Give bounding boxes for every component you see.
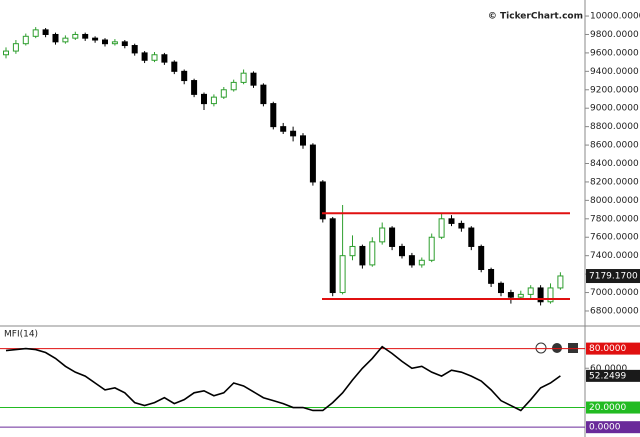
y-tick-label: 7000.0000 bbox=[590, 288, 639, 298]
indicator-title: MFI(14) bbox=[4, 330, 38, 340]
candle-body bbox=[201, 93, 207, 105]
level-label: 0.0000 bbox=[589, 423, 621, 433]
candle-body bbox=[131, 45, 138, 54]
candle-body bbox=[290, 130, 297, 137]
candle-body bbox=[319, 181, 326, 220]
candle-body bbox=[171, 61, 178, 72]
candle-body bbox=[230, 81, 237, 91]
candle-body bbox=[408, 255, 415, 266]
candle-body bbox=[418, 259, 425, 266]
candle-body bbox=[220, 89, 227, 98]
candle-body bbox=[339, 255, 346, 294]
level-box bbox=[586, 421, 640, 434]
candle-body bbox=[22, 35, 29, 45]
y-tick-label: 8200.0000 bbox=[590, 177, 639, 187]
candle-body bbox=[210, 96, 217, 105]
candle-body bbox=[300, 135, 306, 146]
last-price-box bbox=[586, 269, 640, 284]
candle-body bbox=[3, 50, 9, 56]
candle-body bbox=[309, 144, 316, 183]
candle-body bbox=[82, 33, 89, 39]
candle-body bbox=[498, 282, 504, 294]
last-value-label: 52.2499 bbox=[589, 371, 626, 381]
level-box bbox=[586, 401, 640, 414]
last-price-label: 7179.1700 bbox=[589, 272, 638, 282]
candle-body bbox=[458, 222, 465, 229]
y-tick-label: 9200.0000 bbox=[590, 85, 639, 95]
candle-body bbox=[151, 54, 158, 61]
candle-body bbox=[42, 29, 49, 35]
candle-body bbox=[280, 126, 287, 132]
candle-body bbox=[181, 70, 188, 82]
candle-body bbox=[527, 287, 534, 295]
y-tick-label: 7800.0000 bbox=[590, 214, 639, 224]
y-tick-label: 8400.0000 bbox=[590, 159, 639, 169]
y-tick-label: 9400.0000 bbox=[590, 67, 639, 77]
candle-body bbox=[359, 245, 366, 266]
candle-body bbox=[379, 227, 386, 243]
y-tick-label: 6800.0000 bbox=[590, 306, 639, 316]
candle-body bbox=[438, 218, 445, 238]
y-tick-label: 8800.0000 bbox=[590, 122, 639, 132]
candle-body bbox=[102, 39, 108, 45]
candle-body bbox=[121, 41, 128, 47]
candle-body bbox=[260, 84, 267, 105]
minimize-icon[interactable] bbox=[568, 343, 578, 353]
candle-body bbox=[389, 227, 396, 247]
candle-body bbox=[507, 292, 514, 298]
level-label: 20.0000 bbox=[589, 403, 626, 413]
candle-body bbox=[191, 80, 198, 95]
y-tick-label: 7600.0000 bbox=[590, 233, 639, 243]
y-tick-label: 8600.0000 bbox=[590, 141, 639, 151]
candle-body bbox=[478, 245, 485, 271]
candle-body bbox=[270, 103, 277, 128]
y-tick-label: 8000.0000 bbox=[590, 196, 639, 206]
y-tick-label: 9000.0000 bbox=[590, 104, 639, 114]
watermark: © TickerChart.com bbox=[488, 12, 583, 22]
candle-body bbox=[111, 41, 118, 45]
candle-body bbox=[547, 287, 554, 303]
pane-icons[interactable] bbox=[535, 342, 578, 354]
last-value-box bbox=[586, 369, 640, 382]
candle-body bbox=[52, 33, 59, 43]
y-tick-label: 10000.0000 bbox=[590, 12, 640, 22]
candle-body bbox=[62, 37, 69, 43]
candle-body bbox=[517, 293, 524, 298]
candle-body bbox=[557, 275, 564, 289]
y-tick-label: 9800.0000 bbox=[590, 30, 639, 40]
candle-body bbox=[448, 218, 455, 224]
candle-body bbox=[537, 287, 544, 303]
candle-body bbox=[141, 52, 148, 61]
candle-body bbox=[329, 218, 336, 294]
candle-body bbox=[349, 245, 356, 257]
close-icon[interactable] bbox=[552, 343, 562, 353]
candle-body bbox=[32, 29, 39, 37]
candle-body bbox=[399, 245, 405, 257]
settings-icon[interactable] bbox=[535, 342, 547, 354]
candle-body bbox=[161, 54, 168, 63]
candle-body bbox=[468, 227, 475, 247]
candle-body bbox=[488, 269, 495, 284]
indicator-line bbox=[5, 345, 561, 412]
candle-body bbox=[428, 236, 435, 261]
candle-body bbox=[12, 43, 19, 52]
level-label: 80.0000 bbox=[589, 344, 626, 354]
y-tick-label: 7400.0000 bbox=[590, 251, 639, 261]
candle-body bbox=[72, 33, 79, 39]
candle-body bbox=[250, 72, 257, 86]
level-box bbox=[586, 342, 640, 355]
candle-body bbox=[240, 72, 247, 83]
candle-body bbox=[92, 37, 99, 41]
y-tick-label: 9600.0000 bbox=[590, 48, 639, 58]
y-tick-label: 60.0000 bbox=[590, 364, 627, 374]
candle-body bbox=[369, 241, 376, 266]
